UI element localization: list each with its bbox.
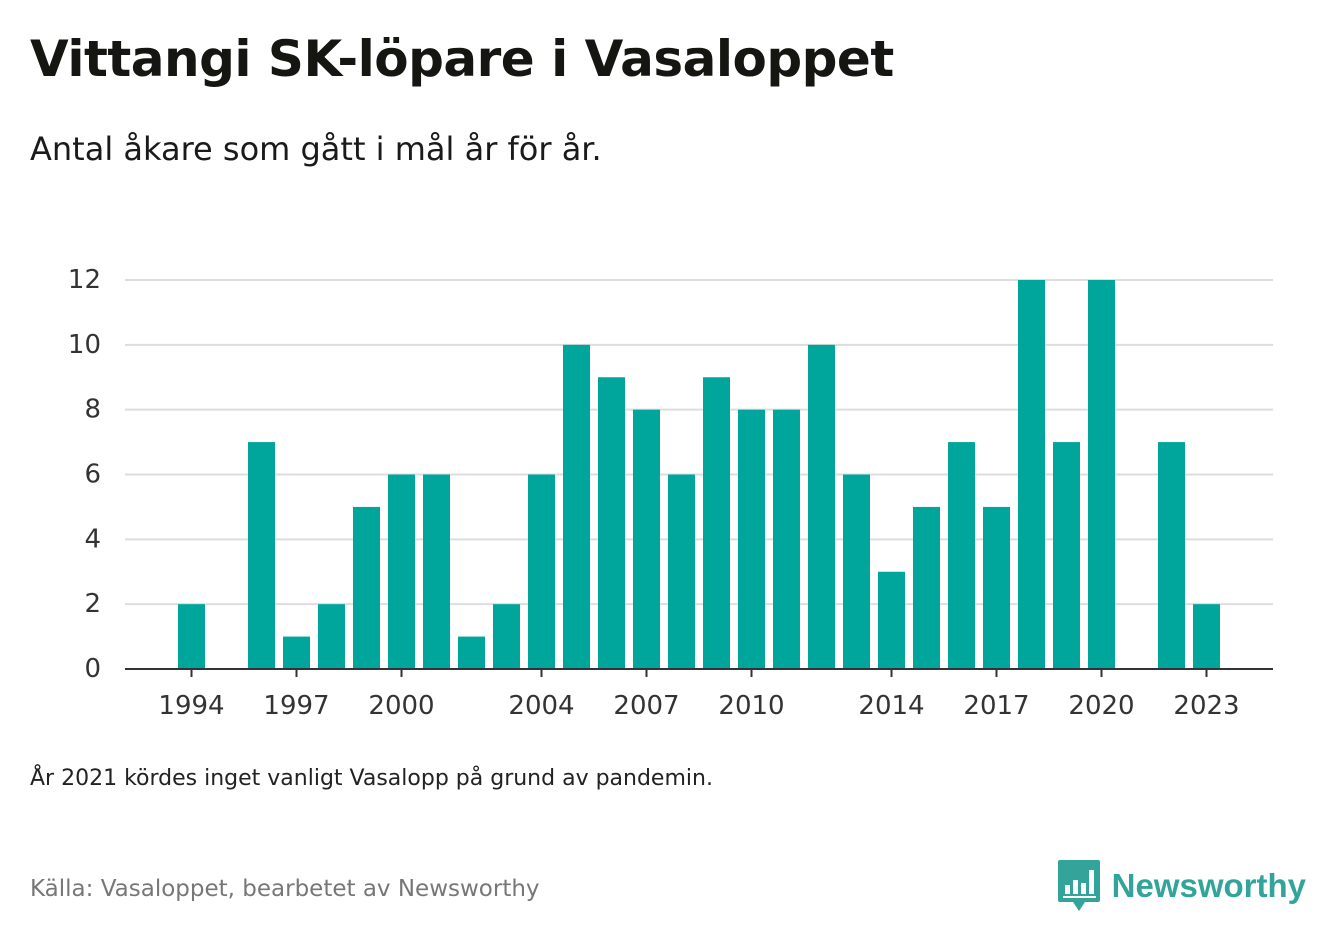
bar-2002	[458, 636, 485, 669]
bar-1997	[283, 636, 310, 669]
bar-2004	[528, 474, 555, 669]
bar-2011	[773, 409, 800, 669]
chart-subtitle: Antal åkare som gått i mål år för år.	[30, 130, 602, 168]
x-tick-label: 1994	[158, 691, 224, 720]
bar-2009	[703, 377, 730, 669]
x-tick-label: 2017	[963, 691, 1029, 720]
bar-2020	[1088, 280, 1115, 669]
y-tick-label: 10	[68, 330, 101, 360]
x-tick-label: 2010	[718, 691, 784, 720]
source-credit: Källa: Vasaloppet, bearbetet av Newswort…	[30, 876, 540, 902]
bar-2016	[948, 442, 975, 669]
bar-2006	[598, 377, 625, 669]
bar-2000	[388, 474, 415, 669]
bar-2003	[493, 604, 520, 669]
bar-2013	[843, 474, 870, 669]
bar-1996	[248, 442, 275, 669]
bar-1998	[318, 604, 345, 669]
x-tick-label: 2004	[508, 691, 574, 720]
chart-title: Vittangi SK-löpare i Vasaloppet	[30, 30, 894, 88]
bar-2007	[633, 409, 660, 669]
x-tick-label: 2023	[1173, 691, 1239, 720]
footnote: År 2021 kördes inget vanligt Vasalopp på…	[30, 766, 713, 791]
bar-2018	[1018, 280, 1045, 669]
y-tick-label: 12	[68, 265, 101, 295]
x-tick-label: 2014	[858, 691, 924, 720]
bar-2005	[563, 344, 590, 669]
bar-2023	[1193, 604, 1220, 669]
bar-2001	[423, 474, 450, 669]
bar-2022	[1158, 442, 1185, 669]
brand-name: Newsworthy	[1111, 867, 1306, 904]
bar-2010	[738, 409, 765, 669]
bar-2015	[913, 506, 940, 669]
x-axis-ticks: 1994 1997 2000 2004 2007 2010 2014 2017 2020 2023	[158, 669, 1240, 720]
bar-1999	[353, 506, 380, 669]
y-tick-label: 4	[84, 524, 101, 554]
bar-1994	[178, 604, 205, 669]
x-tick-label: 2007	[613, 691, 679, 720]
bars	[178, 280, 1220, 669]
y-tick-label: 0	[84, 654, 101, 684]
gridlines	[125, 279, 1273, 606]
bar-2017	[983, 506, 1010, 669]
bar-2008	[668, 474, 695, 669]
y-tick-label: 8	[84, 395, 101, 425]
y-tick-label: 6	[84, 460, 101, 490]
newsworthy-bar-chart-logo-icon	[1057, 860, 1100, 911]
brand-logo: Newsworthy	[1057, 860, 1306, 912]
y-axis-ticks: 0 2 4 6 8 10 12	[68, 265, 101, 684]
bar-2012	[808, 344, 835, 669]
y-tick-label: 2	[84, 589, 101, 619]
x-tick-label: 2020	[1068, 691, 1134, 720]
bar-2014	[878, 571, 905, 669]
x-tick-label: 2000	[368, 691, 434, 720]
x-tick-label: 1997	[263, 691, 329, 720]
bar-chart: 0 2 4 6 8 10 12 1994 1997 2000 2004 2007 2010 2014 20…	[68, 265, 1273, 720]
bar-2019	[1053, 442, 1080, 669]
